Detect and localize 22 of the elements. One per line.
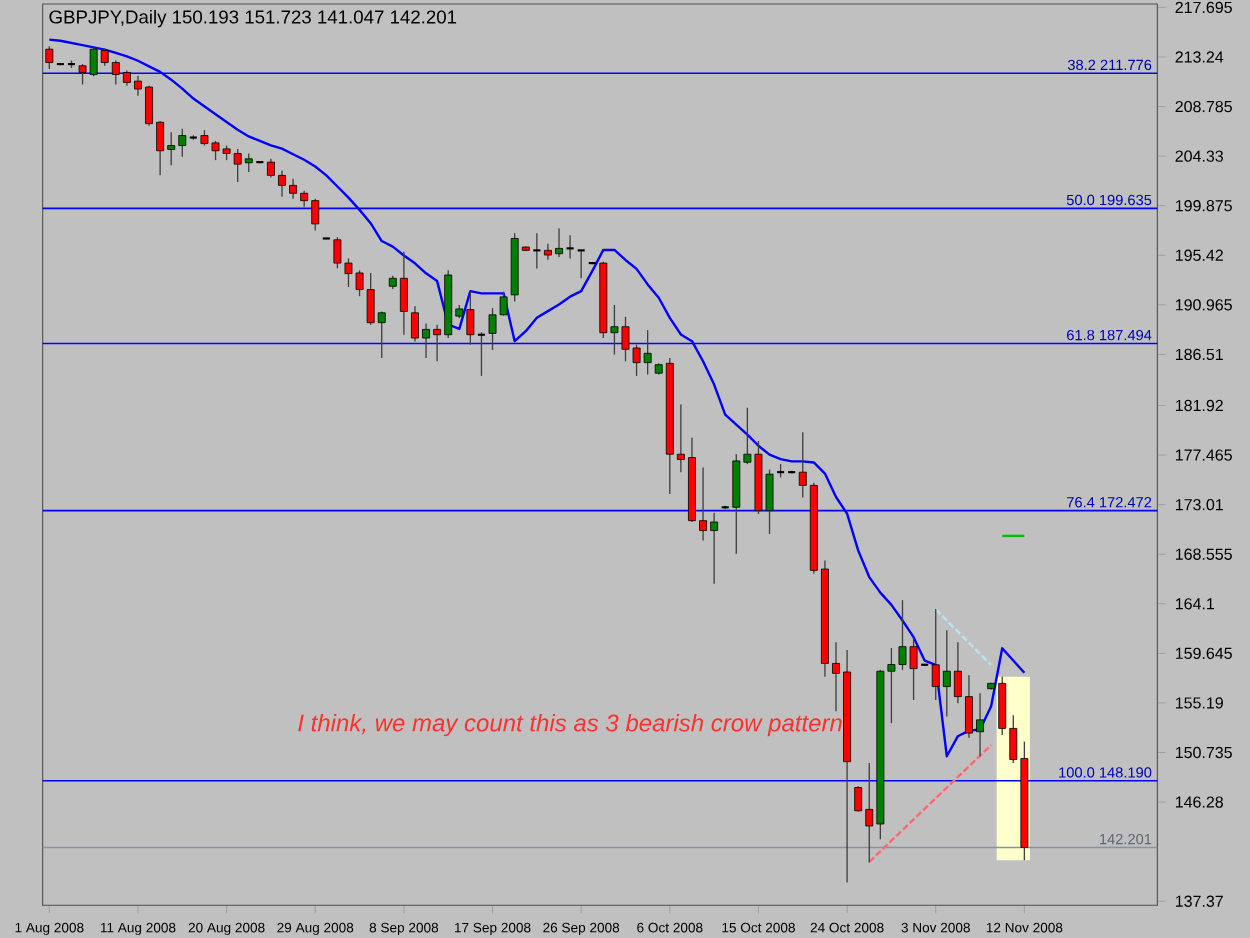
y-tick-label: 186.51 [1175,348,1223,361]
y-tick-label: 168.555 [1175,548,1232,560]
y-tick-label: 177.465 [1175,449,1232,461]
y-tick-label: 190.965 [1175,299,1232,311]
y-tick-label: 159.645 [1175,647,1232,660]
y-tick-label: 150.735 [1175,746,1232,759]
y-tick-label: 181.92 [1175,399,1223,412]
y-tick-label: 173.01 [1175,498,1223,511]
y-tick-label: 217.695 [1175,1,1232,14]
y-tick-label: 213.24 [1175,51,1224,63]
y-tick-label: 208.785 [1175,100,1232,113]
y-tick-label: 146.28 [1175,796,1223,808]
y-tick-label: 155.19 [1175,697,1223,709]
candlestick [576,249,586,279]
y-tick-label: 195.42 [1175,249,1223,261]
y-tick-label: 199.875 [1175,200,1232,212]
chart-title: GBPJPY,Daily 150.193 151.723 141.047 142.201 [49,9,457,28]
y-tick-label: 164.1 [1175,598,1215,610]
y-tick-label: 204.33 [1175,150,1223,162]
annotation: I think, we may count this as 3 bearish crow pattern [298,713,842,737]
candlestick [565,234,575,260]
y-tick-label: 137.37 [1175,895,1223,907]
